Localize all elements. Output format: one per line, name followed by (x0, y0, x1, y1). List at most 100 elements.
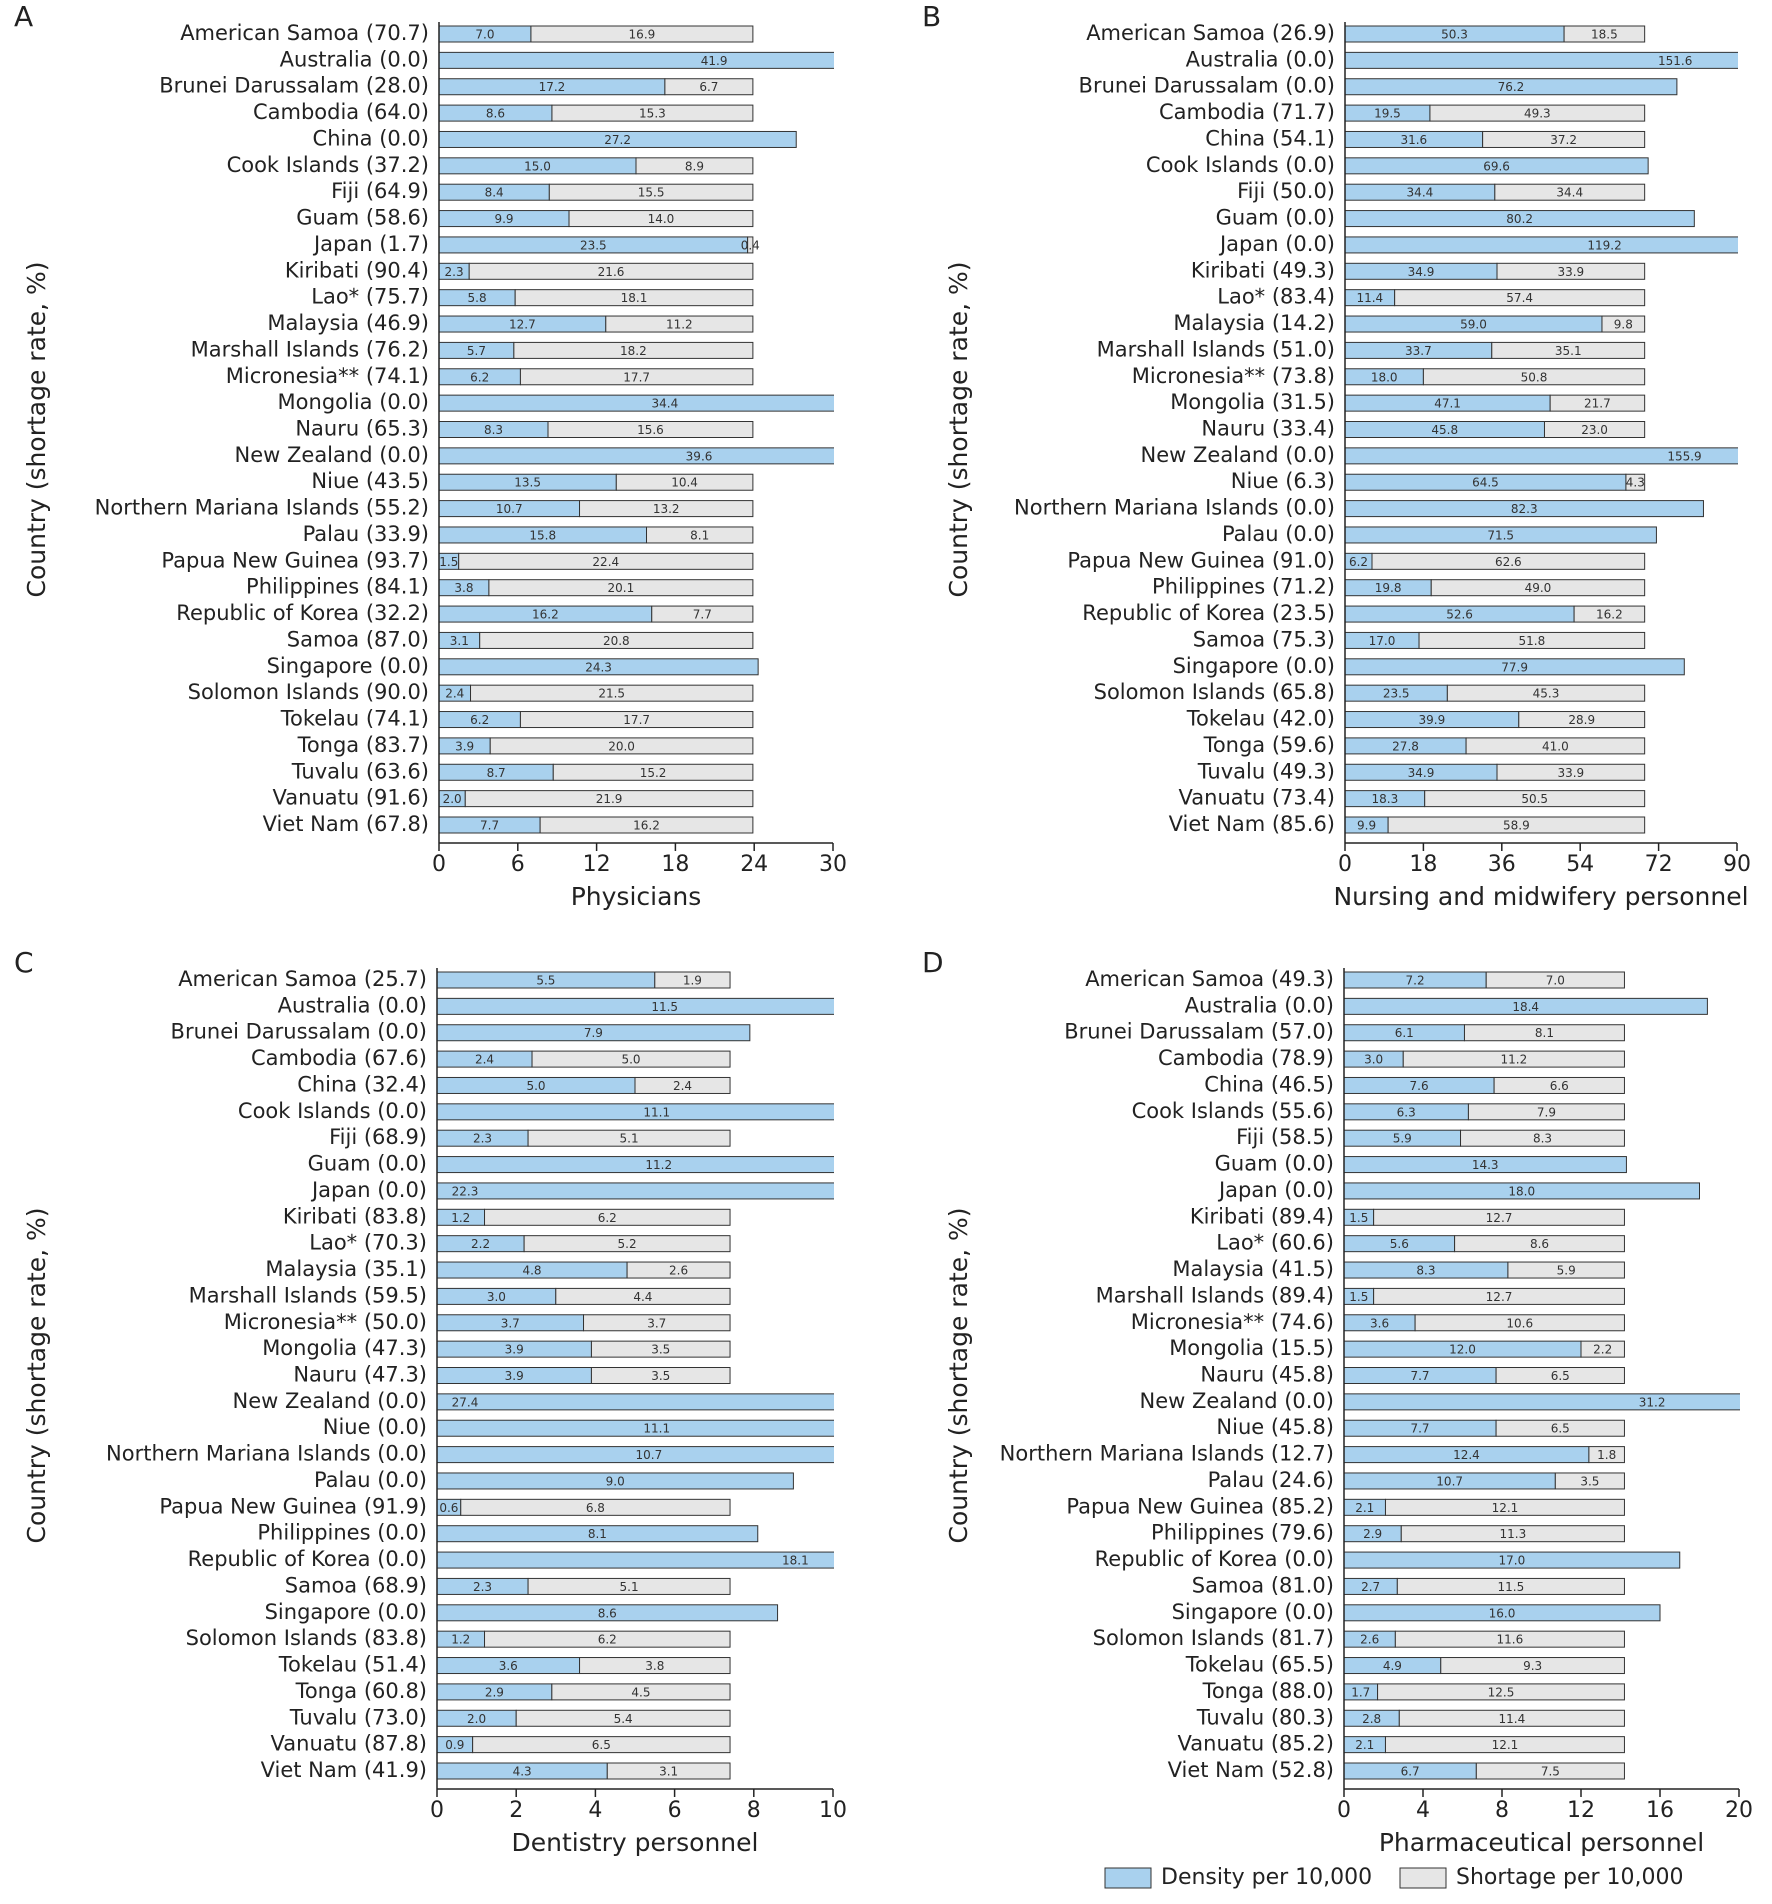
shortage-bar (1554, 1472, 1625, 1490)
x-axis-label: Dentistry personnel (512, 1828, 759, 1857)
value-label: 2.7 (1361, 1580, 1380, 1594)
category-label: Micronesia** (73.8) (1132, 364, 1335, 388)
category-label: Marshall Islands (89.4) (1096, 1283, 1334, 1307)
shortage-bar (484, 1208, 731, 1226)
value-label: 7.7 (1410, 1422, 1429, 1436)
value-label: 22.3 (452, 1184, 479, 1198)
category-label: Nauru (65.3) (295, 417, 429, 441)
value-label: 59.0 (1460, 318, 1487, 332)
shortage-bar (548, 183, 754, 201)
density-bar (439, 658, 759, 676)
shortage-bar (1400, 1525, 1625, 1543)
panel-label: C (14, 946, 34, 979)
category-label: New Zealand (0.0) (235, 443, 429, 467)
shortage-bar (479, 631, 754, 649)
density-bar (437, 1446, 834, 1464)
shortage-bar (1384, 1498, 1625, 1516)
value-label: 6.6 (1550, 1079, 1569, 1093)
value-label: 12.7 (1486, 1290, 1513, 1304)
value-label: 2.3 (473, 1132, 492, 1146)
shortage-bar (1563, 25, 1646, 43)
x-tick-label: 6 (511, 852, 525, 877)
shortage-bar (1446, 684, 1646, 702)
value-label: 2.4 (445, 687, 464, 701)
x-tick-label: 10 (819, 1798, 847, 1823)
shortage-bar (1625, 473, 1646, 491)
value-label: 1.5 (1349, 1290, 1368, 1304)
x-axis-label: Pharmaceutical personnel (1379, 1828, 1704, 1857)
value-label: 8.1 (690, 528, 709, 542)
value-label: 5.0 (526, 1079, 545, 1093)
category-label: Northern Mariana Islands (12.7) (1000, 1442, 1334, 1466)
density-bar (1345, 500, 1704, 518)
value-label: 12.4 (1453, 1448, 1480, 1462)
shortage-bar (1377, 1683, 1625, 1701)
density-bar (437, 1182, 834, 1200)
value-label: 76.2 (1498, 80, 1525, 94)
category-label: Brunei Darussalam (0.0) (1079, 74, 1335, 98)
category-label: New Zealand (0.0) (1141, 443, 1335, 467)
x-tick-label: 54 (1566, 852, 1594, 877)
value-label: 18.5 (1591, 28, 1618, 42)
value-label: 34.4 (1407, 186, 1434, 200)
value-label: 17.7 (623, 713, 650, 727)
value-label: 17.7 (623, 370, 650, 384)
value-label: 19.5 (1374, 107, 1401, 121)
value-label: 77.9 (1501, 660, 1528, 674)
category-label: Fiji (50.0) (1237, 179, 1335, 203)
value-label: 3.1 (659, 1765, 678, 1779)
category-label: Papua New Guinea (93.7) (161, 548, 429, 572)
shortage-bar (1414, 1314, 1625, 1332)
category-label: Palau (0.0) (1222, 522, 1335, 546)
value-label: 20.0 (608, 739, 635, 753)
value-label: 17.2 (539, 80, 566, 94)
value-label: 16.0 (1489, 1606, 1516, 1620)
category-label: China (54.1) (1205, 126, 1335, 150)
shortage-bar (1573, 605, 1646, 623)
value-label: 15.5 (638, 186, 665, 200)
value-label: 2.6 (669, 1264, 688, 1278)
value-label: 17.0 (1499, 1554, 1526, 1568)
category-label: Cook Islands (0.0) (1146, 153, 1335, 177)
category-label: Cook Islands (55.6) (1132, 1099, 1334, 1123)
value-label: 41.0 (1542, 739, 1569, 753)
value-label: 17.0 (1369, 634, 1396, 648)
category-label: Cambodia (78.9) (1158, 1046, 1334, 1070)
shortage-bar (615, 473, 754, 491)
shortage-bar (1394, 1630, 1625, 1648)
category-label: Micronesia** (74.6) (1131, 1310, 1334, 1334)
category-label: Malaysia (35.1) (265, 1257, 427, 1281)
density-bar (439, 394, 834, 412)
x-tick-label: 24 (740, 852, 768, 877)
value-label: 12.1 (1492, 1501, 1519, 1515)
value-label: 14.3 (1472, 1158, 1499, 1172)
shortage-bar (1398, 1709, 1625, 1727)
category-label: Kiribati (89.4) (1190, 1204, 1334, 1228)
category-label: Republic of Korea (0.0) (1095, 1547, 1334, 1571)
x-tick-label: 8 (1495, 1798, 1509, 1823)
shortage-bar (515, 1709, 731, 1727)
value-label: 8.6 (486, 107, 505, 121)
category-label: Cambodia (71.7) (1159, 100, 1335, 124)
shortage-bar (1429, 104, 1646, 122)
category-label: Cambodia (67.6) (251, 1046, 427, 1070)
value-label: 4.5 (631, 1685, 650, 1699)
shortage-bar (531, 1050, 731, 1068)
value-label: 31.6 (1400, 133, 1427, 147)
value-label: 2.8 (1362, 1712, 1381, 1726)
value-label: 19.8 (1375, 581, 1402, 595)
panel-label: B (922, 0, 941, 33)
category-label: Australia (0.0) (280, 47, 429, 71)
shortage-bar (1454, 1235, 1625, 1253)
density-bar (437, 1551, 834, 1569)
category-label: Samoa (87.0) (287, 627, 429, 651)
x-tick-label: 12 (583, 852, 611, 877)
value-label: 37.2 (1550, 133, 1577, 147)
value-label: 1.5 (1349, 1211, 1368, 1225)
value-label: 82.3 (1511, 502, 1538, 516)
shortage-bar (488, 579, 754, 597)
value-label: 8.1 (588, 1527, 607, 1541)
shortage-bar (590, 1367, 731, 1384)
value-label: 1.8 (1597, 1448, 1616, 1462)
shortage-bar (1422, 368, 1646, 386)
